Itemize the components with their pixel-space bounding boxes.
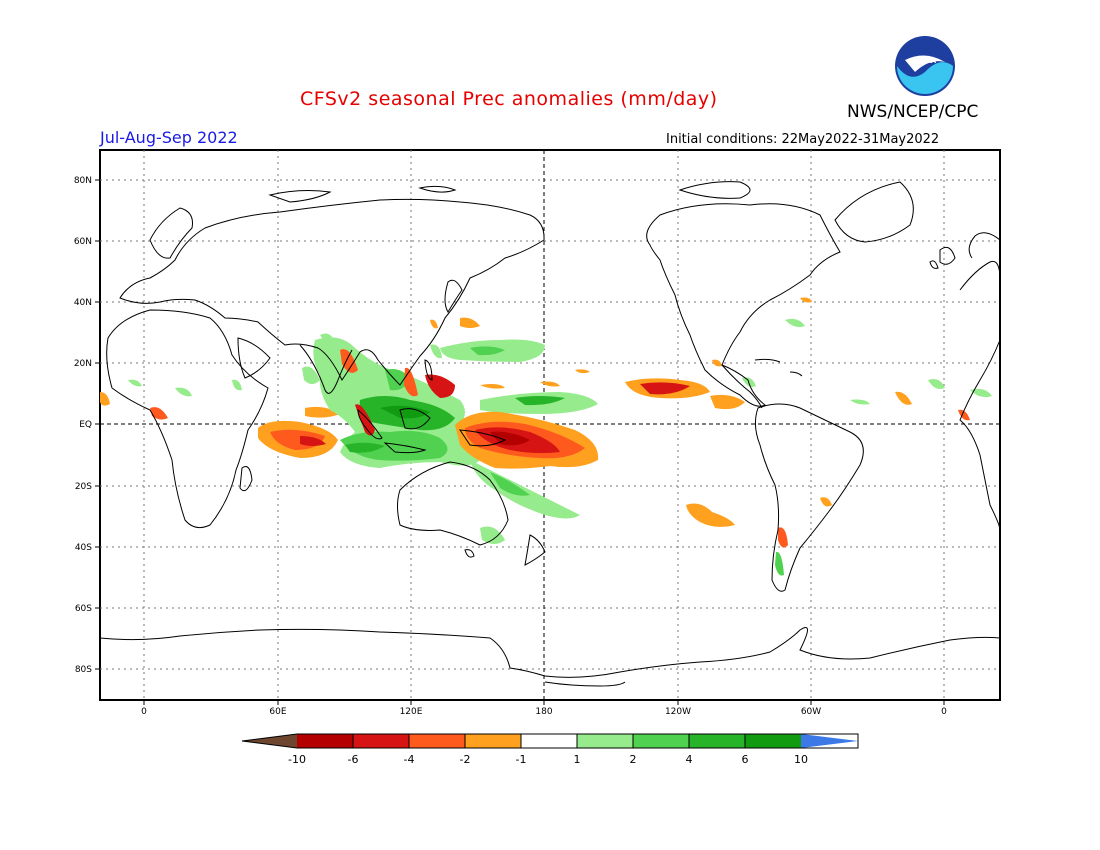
- colorbar-swatch: [297, 734, 353, 748]
- lat-label: EQ: [79, 420, 92, 430]
- colorbar-swatch: [521, 734, 577, 748]
- lat-label: 40N: [74, 298, 92, 308]
- lon-label: 120E: [400, 707, 423, 717]
- colorbar-swatch: [409, 734, 465, 748]
- lon-label: 0: [941, 707, 947, 717]
- colorbar-label: -2: [460, 753, 471, 766]
- lat-label: 20N: [74, 359, 92, 369]
- colorbar-label: -10: [288, 753, 306, 766]
- initial-conditions-label: Initial conditions: 22May2022-31May2022: [666, 132, 940, 147]
- lon-label: 120W: [665, 707, 691, 717]
- colorbar: -10 -6 -4 -2 -1 1 2 4 6 10: [241, 733, 859, 766]
- colorbar-label: 6: [742, 753, 749, 766]
- colorbar-swatch: [353, 734, 409, 748]
- period-label: Jul-Aug-Sep 2022: [100, 128, 238, 147]
- lat-label: 60N: [74, 237, 92, 247]
- lon-label: 60W: [801, 707, 821, 717]
- colorbar-swatch: [633, 734, 689, 748]
- colorbar-swatch: [242, 734, 297, 748]
- colorbar-label: 10: [794, 753, 808, 766]
- colorbar-swatch: [745, 734, 801, 748]
- lat-label: 80N: [74, 176, 92, 186]
- lat-labels: 80N 60N 40N 20N EQ 20S 40S 60S 80S: [74, 176, 92, 675]
- lat-label: 40S: [75, 543, 92, 553]
- coastlines: [99, 181, 1001, 687]
- axis-ticks: [95, 179, 945, 705]
- colorbar-label: -6: [348, 753, 359, 766]
- antarctica-coast: [99, 627, 1001, 678]
- org-label: NWS/NCEP/CPC: [847, 102, 979, 122]
- colorbar-label: -1: [516, 753, 527, 766]
- noaa-logo-text: NOAA: [914, 57, 937, 65]
- noaa-logo: NOAA: [895, 36, 955, 96]
- lon-labels: 0 60E 120E 180 120W 60W 0: [141, 707, 947, 717]
- colorbar-label: 2: [630, 753, 637, 766]
- lon-label: 0: [141, 707, 147, 717]
- map-title: CFSv2 seasonal Prec anomalies (mm/day): [300, 88, 718, 110]
- colorbar-label: 1: [574, 753, 581, 766]
- colorbar-swatch: [689, 734, 745, 748]
- colorbar-swatch: [465, 734, 521, 748]
- lat-label: 60S: [75, 604, 92, 614]
- lat-label: 20S: [75, 482, 92, 492]
- colorbar-swatch: [801, 734, 858, 748]
- anomaly-shading: [100, 297, 992, 576]
- lat-label: 80S: [75, 665, 92, 675]
- gridlines: [100, 150, 1000, 700]
- colorbar-swatch: [577, 734, 633, 748]
- lon-label: 60E: [269, 707, 286, 717]
- colorbar-label: 4: [686, 753, 693, 766]
- colorbar-label: -4: [404, 753, 415, 766]
- lon-label: 180: [535, 707, 552, 717]
